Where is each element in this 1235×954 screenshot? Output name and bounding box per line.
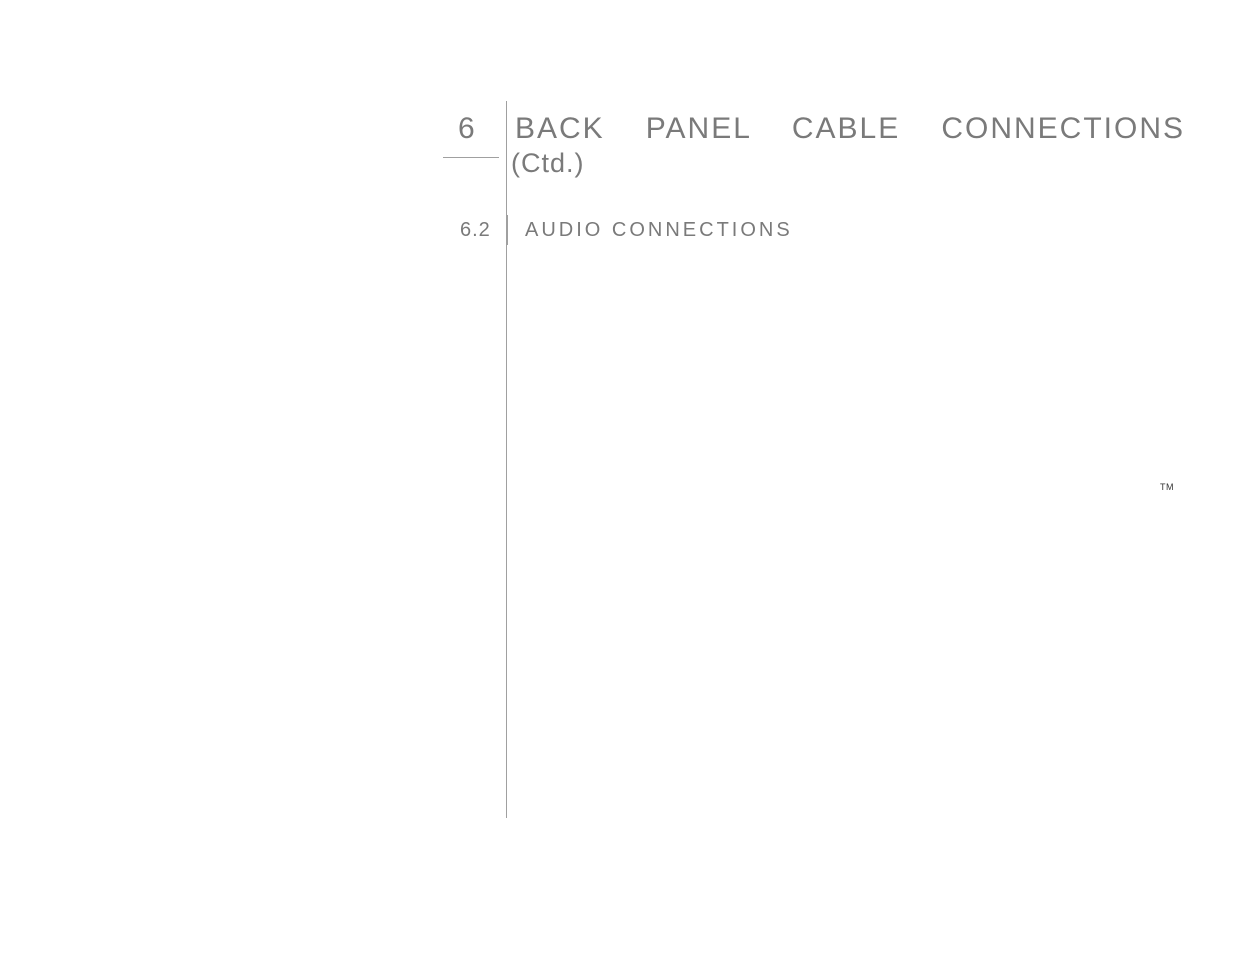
subsection-title: AUDIO CONNECTIONS bbox=[525, 219, 793, 242]
trademark-symbol: TM bbox=[1160, 482, 1174, 492]
section-title-continued: (Ctd.) bbox=[511, 148, 585, 179]
subsection-number: 6.2 bbox=[460, 219, 491, 242]
horizontal-divider bbox=[443, 157, 499, 158]
section-title-main: BACK PANEL CABLE CONNECTIONS bbox=[515, 112, 1185, 146]
vertical-divider bbox=[506, 101, 507, 818]
section-number: 6 bbox=[458, 112, 476, 146]
vertical-divider-inner bbox=[507, 215, 508, 245]
